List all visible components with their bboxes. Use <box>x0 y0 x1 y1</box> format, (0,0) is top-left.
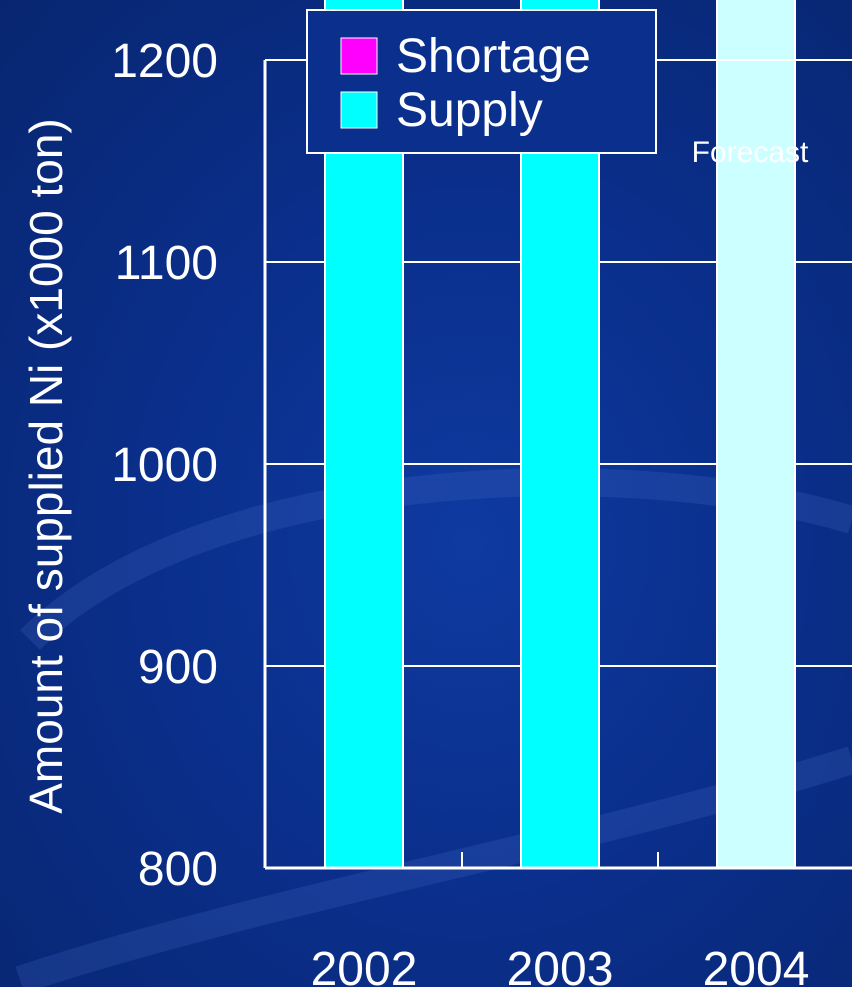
legend-swatch-supply <box>340 91 378 129</box>
axes <box>263 59 852 870</box>
y-tick-labels: 800 900 1000 1100 1200 <box>111 35 218 896</box>
x-tick-labels: 2002 2003 2004 <box>311 943 810 987</box>
legend-label-shortage: Shortage <box>396 30 591 83</box>
legend-box <box>306 9 657 154</box>
y-tick-label-1000: 1000 <box>111 439 218 492</box>
y-tick-label-1100: 1100 <box>115 237 218 290</box>
x-tick-label-2002: 2002 <box>311 943 418 987</box>
legend-label-supply: Supply <box>396 84 543 137</box>
y-tick-label-800: 800 <box>138 843 218 896</box>
x-tick-label-2004: 2004 <box>703 943 810 987</box>
y-tick-label-900: 900 <box>138 641 218 694</box>
y-axis-label: Amount of supplied Ni (x1000 ton) <box>20 118 72 814</box>
bar-supply-2004 <box>716 0 796 869</box>
forecast-annotation: Forecast <box>692 136 809 169</box>
x-tick-label-2003: 2003 <box>507 943 614 987</box>
legend-swatch-shortage <box>340 37 378 75</box>
y-tick-label-1200: 1200 <box>111 35 218 88</box>
